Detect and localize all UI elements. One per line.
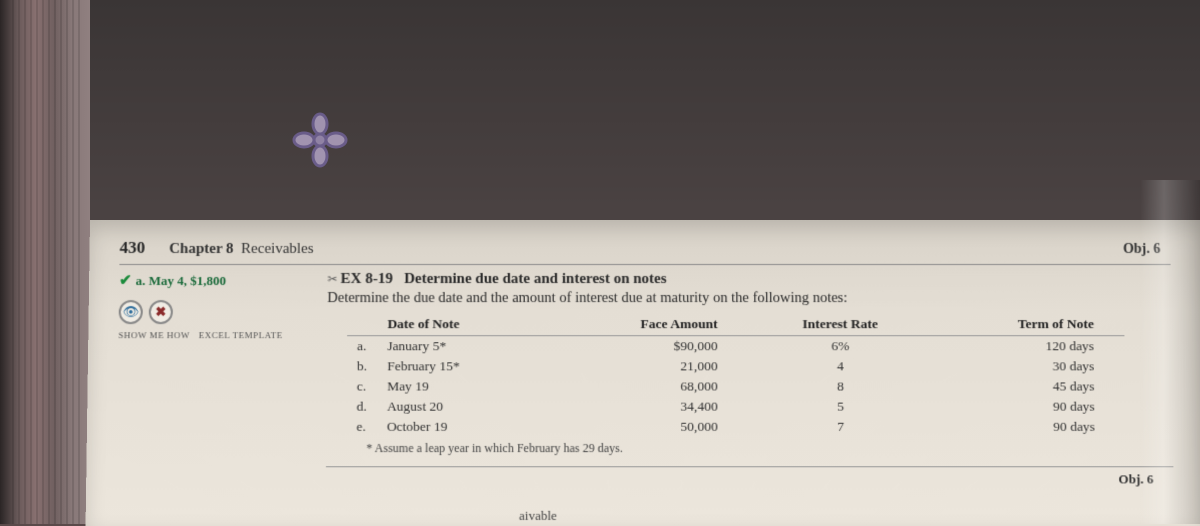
- col-term: Term of Note: [923, 313, 1124, 336]
- answer-reference-text: a. May 4, $1,800: [136, 273, 227, 289]
- page-number: 430: [119, 238, 145, 258]
- chapter-label: Chapter 8: [169, 241, 234, 257]
- table-header-row: Date of Note Face Amount Interest Rate T…: [347, 313, 1124, 336]
- notes-table: Date of Note Face Amount Interest Rate T…: [346, 313, 1125, 437]
- header-rule: [119, 264, 1170, 265]
- margin-column: ✔ a. May 4, $1,800 👁 ✖ SHOW ME HOW EXCEL…: [116, 271, 309, 487]
- table-row: a. January 5* $90,000 6% 120 days: [347, 336, 1124, 357]
- book-spine: [0, 0, 90, 524]
- table-row: b. February 15* 21,000 4 30 days: [347, 356, 1125, 376]
- objective-label-bottom: Obj. 6: [326, 471, 1174, 487]
- exercise-title-row: EX 8-19 Determine due date and interest …: [327, 271, 1171, 288]
- resource-icons: 👁 ✖: [119, 300, 310, 324]
- page-header: 430 Chapter 8 Receivables Obj. 6: [119, 238, 1170, 258]
- table-row: c. May 19 68,000 8 45 days: [347, 376, 1125, 396]
- exercise-number: EX 8-19: [327, 271, 392, 287]
- col-face-amount: Face Amount: [538, 313, 758, 336]
- resource-links: SHOW ME HOW EXCEL TEMPLATE: [118, 330, 309, 340]
- exercise-block: ✔ a. May 4, $1,800 👁 ✖ SHOW ME HOW EXCEL…: [116, 271, 1173, 487]
- check-icon: ✔: [119, 271, 132, 290]
- cutoff-text: aivable: [519, 508, 557, 524]
- flower-decoration: [290, 110, 350, 170]
- objective-label-top: Obj. 6: [1123, 242, 1171, 258]
- x-icon: ✖: [149, 300, 173, 324]
- show-me-how-link: SHOW ME HOW: [118, 330, 190, 340]
- table-row: e. October 19 50,000 7 90 days: [346, 417, 1125, 437]
- col-blank: [347, 313, 377, 336]
- exercise-content: EX 8-19 Determine due date and interest …: [326, 271, 1174, 487]
- textbook-page: 430 Chapter 8 Receivables Obj. 6 ✔ a. Ma…: [86, 220, 1200, 526]
- chapter-heading: Chapter 8 Receivables: [169, 241, 314, 258]
- chapter-title: Receivables: [241, 241, 314, 257]
- exercise-title: Determine due date and interest on notes: [404, 271, 667, 287]
- exercise-description: Determine the due date and the amount of…: [327, 290, 1171, 307]
- table-footnote: Assume a leap year in which February has…: [366, 441, 1173, 456]
- table-body: a. January 5* $90,000 6% 120 days b. Feb…: [346, 336, 1125, 437]
- excel-template-link: EXCEL TEMPLATE: [199, 330, 283, 340]
- col-interest-rate: Interest Rate: [758, 313, 923, 336]
- answer-reference: ✔ a. May 4, $1,800: [119, 271, 310, 290]
- bottom-rule: [326, 466, 1173, 467]
- eye-icon: 👁: [119, 300, 143, 324]
- spine-page-edges: [12, 0, 82, 524]
- table-row: d. August 20 34,400 5 90 days: [346, 397, 1125, 417]
- col-date: Date of Note: [377, 313, 537, 336]
- photo-background: 430 Chapter 8 Receivables Obj. 6 ✔ a. Ma…: [0, 0, 1200, 524]
